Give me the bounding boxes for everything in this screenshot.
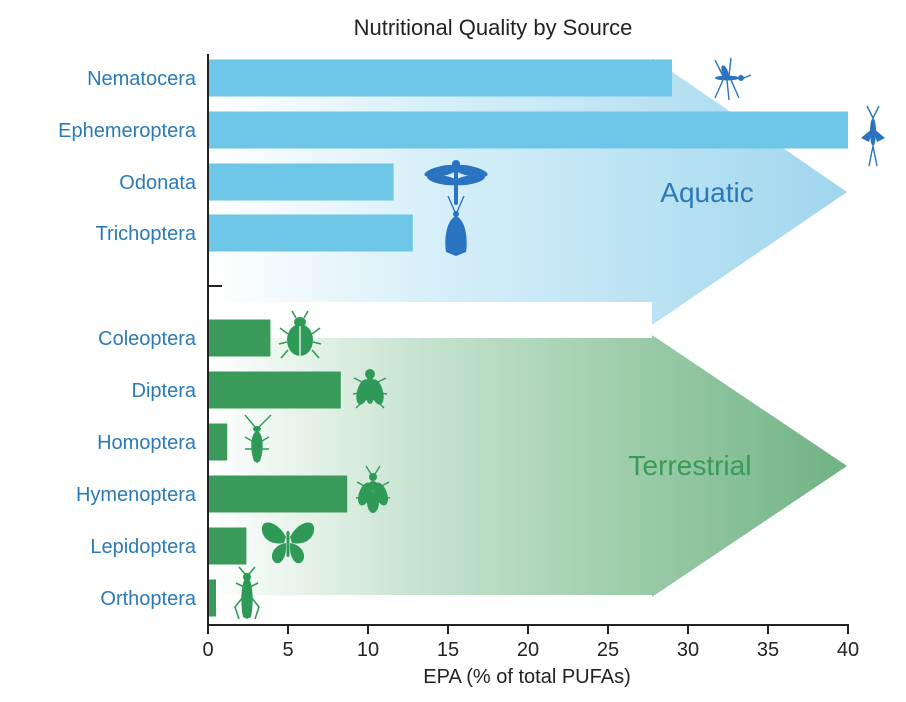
category-label-lepidoptera: Lepidoptera [90, 536, 197, 558]
bar-coleoptera [208, 319, 271, 357]
category-label-ephemeroptera: Ephemeroptera [58, 120, 197, 142]
x-tick-label: 40 [837, 639, 859, 661]
category-label-homoptera: Homoptera [97, 432, 197, 454]
x-tick-label: 10 [357, 639, 379, 661]
category-label-diptera: Diptera [132, 380, 197, 402]
fly-icon [352, 369, 388, 409]
group-label-aquatic: Aquatic [660, 177, 753, 208]
category-labels: Nematocera Ephemeroptera Odonata Trichopter… [58, 68, 197, 610]
bar-nematocera [208, 59, 672, 97]
x-axis-ticks: 0 5 10 15 20 25 30 35 40 [202, 625, 859, 661]
bar-hymenoptera [208, 475, 348, 513]
chart-title: Nutritional Quality by Source [354, 15, 633, 40]
bar-ephemeroptera [208, 111, 848, 149]
bar-trichoptera [208, 214, 413, 252]
x-tick-label: 30 [677, 639, 699, 661]
x-tick-label: 0 [202, 639, 213, 661]
x-tick-label: 35 [757, 639, 779, 661]
insect-icons [234, 57, 885, 620]
bar-homoptera [208, 423, 228, 461]
bar-diptera [208, 371, 341, 409]
mosquito-icon [714, 57, 752, 101]
x-tick-label: 5 [282, 639, 293, 661]
butterfly-icon [261, 522, 315, 564]
category-label-odonata: Odonata [119, 172, 197, 194]
mayfly-icon [861, 105, 885, 167]
category-label-coleoptera: Coleoptera [98, 328, 197, 350]
beetle-icon [278, 310, 322, 359]
group-label-terrestrial: Terrestrial [629, 450, 752, 481]
dragonfly-icon [424, 160, 488, 205]
bar-odonata [208, 163, 394, 201]
leafhopper-icon [244, 414, 272, 463]
category-label-orthoptera: Orthoptera [100, 588, 196, 610]
category-label-trichoptera: Trichoptera [96, 223, 197, 245]
category-label-nematocera: Nematocera [87, 68, 197, 90]
x-tick-label: 25 [597, 639, 619, 661]
bar-orthoptera [208, 579, 216, 617]
caddisfly-icon [445, 195, 467, 256]
x-tick-label: 20 [517, 639, 539, 661]
x-axis-title: EPA (% of total PUFAs) [423, 666, 630, 688]
grasshopper-icon [234, 566, 260, 620]
bar-lepidoptera [208, 527, 247, 565]
bars [208, 59, 848, 617]
bee-icon [355, 465, 391, 513]
x-tick-label: 15 [437, 639, 459, 661]
category-label-hymenoptera: Hymenoptera [76, 484, 197, 506]
